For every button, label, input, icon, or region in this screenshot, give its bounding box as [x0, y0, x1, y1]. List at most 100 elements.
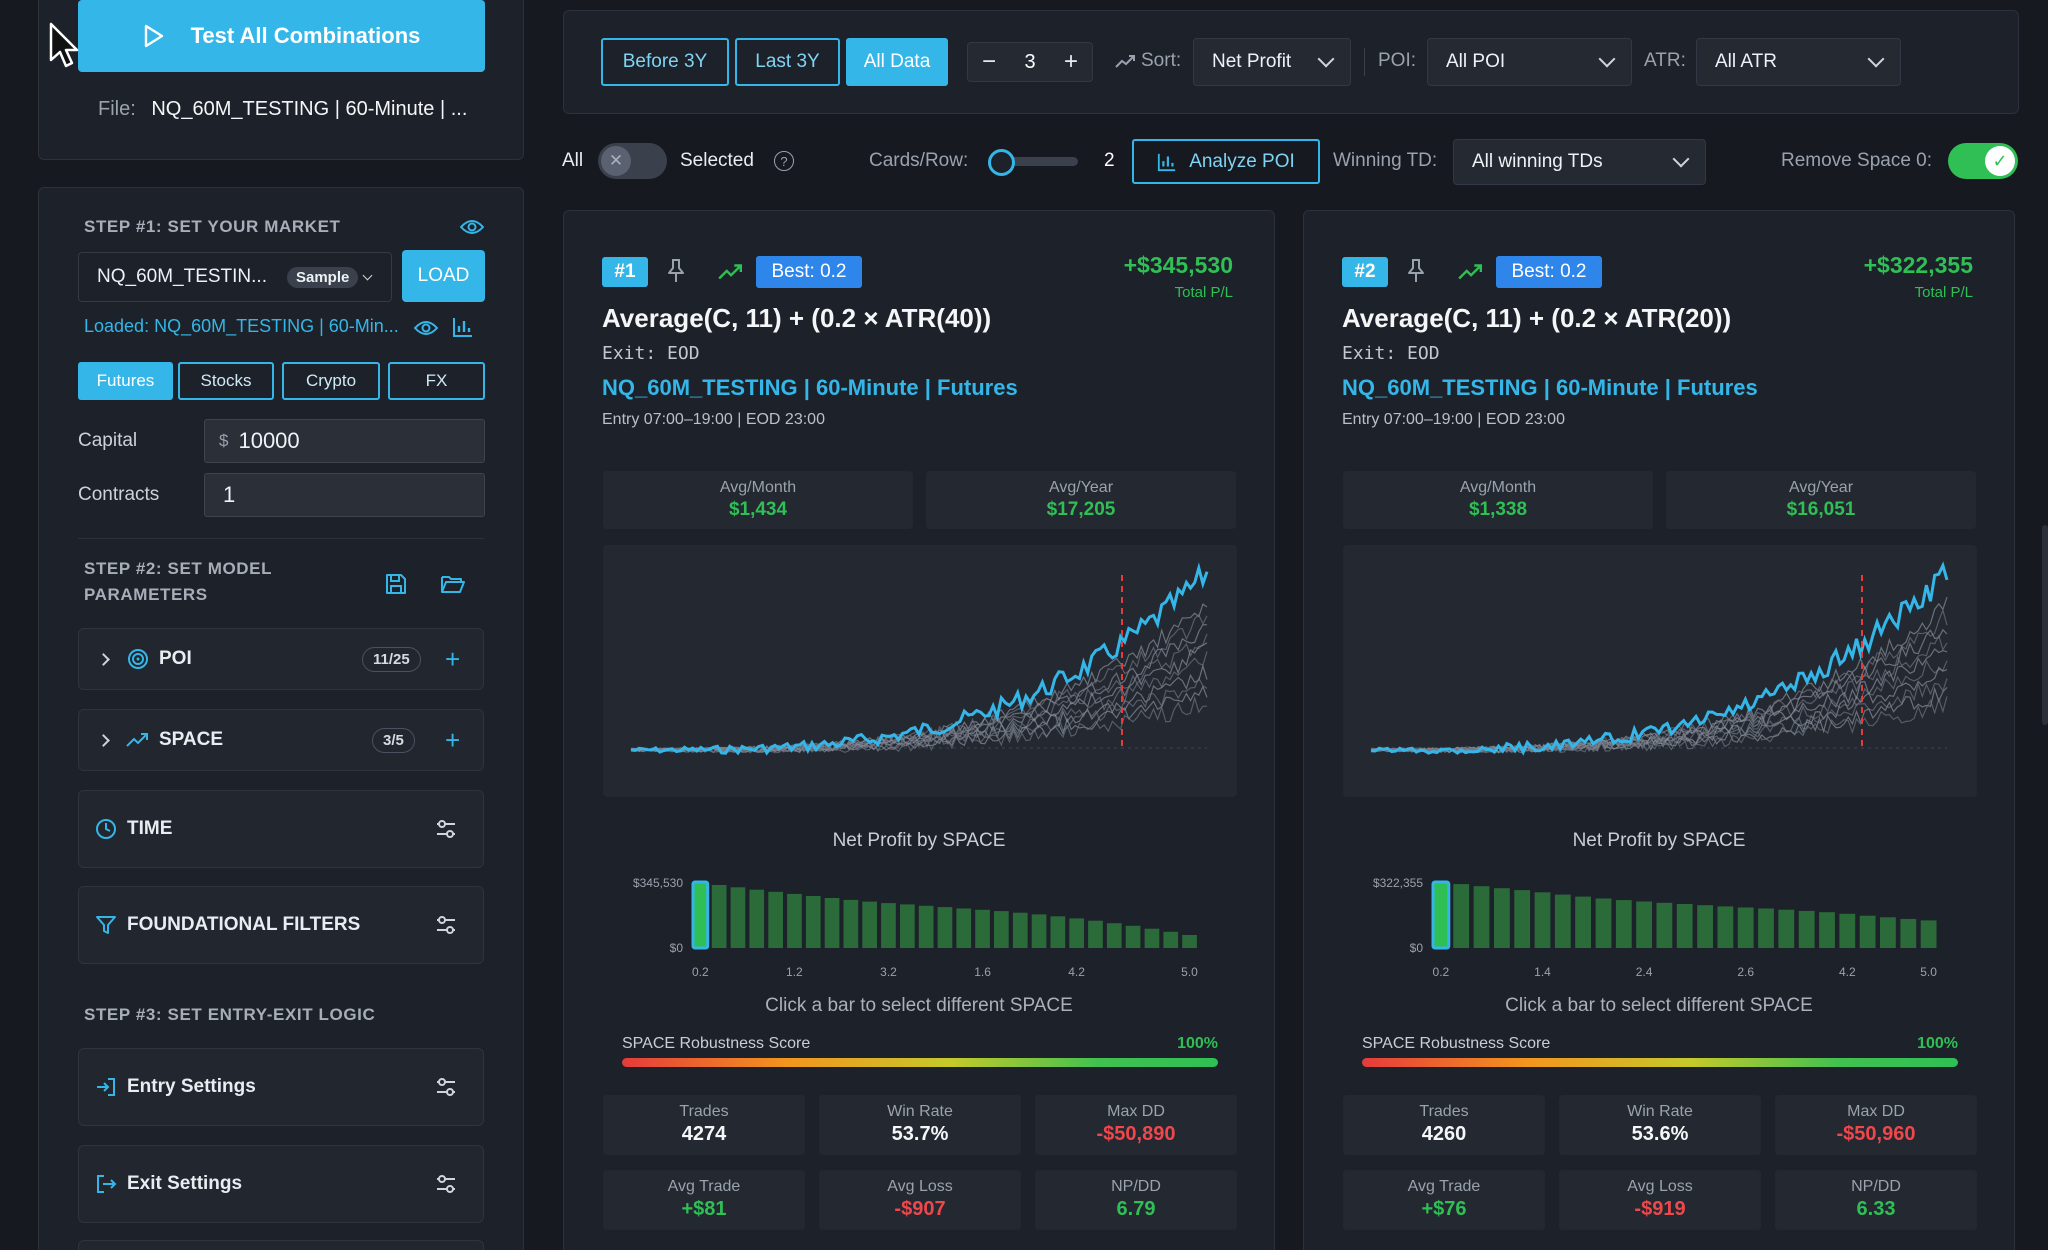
- asset-tab-crypto[interactable]: Crypto: [282, 362, 380, 400]
- space-bar[interactable]: [862, 901, 877, 948]
- sliders-icon[interactable]: [435, 915, 457, 935]
- space-bar[interactable]: [1615, 900, 1632, 948]
- space-bar[interactable]: [768, 891, 783, 948]
- slider-thumb[interactable]: [988, 149, 1015, 176]
- space-bar[interactable]: [691, 880, 710, 950]
- space-bar[interactable]: [1069, 918, 1084, 948]
- contracts-field[interactable]: 1: [204, 473, 485, 517]
- scrollbar-thumb[interactable]: [2042, 525, 2048, 725]
- space-bar[interactable]: [937, 907, 953, 948]
- atr-select[interactable]: All ATR: [1696, 38, 1901, 86]
- space-bar[interactable]: [1144, 928, 1160, 948]
- save-icon[interactable]: [384, 572, 408, 596]
- space-bar[interactable]: [1050, 916, 1066, 948]
- space-bar[interactable]: [1163, 931, 1179, 948]
- load-button[interactable]: LOAD: [402, 250, 485, 302]
- market-link[interactable]: NQ_60M_TESTING | 60-Minute | Futures: [602, 375, 1018, 400]
- plus-icon[interactable]: +: [445, 643, 461, 674]
- exit-settings-section[interactable]: Exit Settings: [78, 1145, 484, 1223]
- space-bar[interactable]: [843, 899, 859, 948]
- space-bar[interactable]: [1125, 925, 1141, 948]
- test-all-button[interactable]: Test All Combinations: [78, 0, 485, 72]
- space-bar[interactable]: [1534, 892, 1551, 948]
- space-bar[interactable]: [1431, 880, 1451, 950]
- pin-icon[interactable]: [665, 258, 687, 284]
- plus-icon[interactable]: +: [445, 724, 461, 755]
- space-bar[interactable]: [900, 904, 915, 948]
- sliders-icon[interactable]: [435, 1174, 457, 1194]
- space-bar[interactable]: [1012, 912, 1028, 948]
- plus-button[interactable]: +: [1063, 48, 1078, 75]
- space-bar[interactable]: [1839, 913, 1856, 948]
- help-icon[interactable]: ?: [774, 151, 794, 171]
- space-bar[interactable]: [1798, 910, 1815, 948]
- space-bar[interactable]: [1554, 894, 1571, 948]
- step1-title: STEP #1: SET YOUR MARKET: [84, 217, 341, 236]
- bar-hint: Click a bar to select different SPACE: [765, 995, 1073, 1016]
- space-bar[interactable]: [1819, 912, 1835, 948]
- view-eye-icon[interactable]: [413, 318, 439, 338]
- asset-tab-fx[interactable]: FX: [388, 362, 485, 400]
- space-bar[interactable]: [1676, 904, 1693, 948]
- space-bar[interactable]: [1453, 884, 1470, 948]
- space-bar[interactable]: [1494, 888, 1510, 948]
- space-bar[interactable]: [1859, 915, 1876, 948]
- remove-space-toggle[interactable]: ✓: [1948, 143, 2018, 179]
- space-bar[interactable]: [824, 898, 840, 948]
- space-bar[interactable]: [1880, 917, 1896, 948]
- space-bar[interactable]: [1758, 908, 1774, 949]
- space-bar[interactable]: [1088, 920, 1103, 948]
- space-bar[interactable]: [1717, 906, 1734, 948]
- space-bar[interactable]: [749, 889, 765, 948]
- cards-row-slider[interactable]: [988, 149, 1088, 176]
- sliders-icon[interactable]: [435, 1077, 457, 1097]
- space-bar[interactable]: [1697, 905, 1713, 948]
- capital-field[interactable]: $ 10000: [204, 419, 485, 463]
- space-bar[interactable]: [1920, 920, 1937, 948]
- space-bar[interactable]: [1106, 923, 1122, 948]
- analyze-poi-button[interactable]: Analyze POI: [1132, 139, 1320, 184]
- pin-icon[interactable]: [1405, 258, 1427, 284]
- space-bar[interactable]: [1900, 918, 1917, 948]
- space-bar[interactable]: [730, 887, 746, 948]
- asset-tab-futures[interactable]: Futures: [78, 362, 173, 400]
- time-section[interactable]: TIME: [78, 790, 484, 868]
- poi-section[interactable]: POI 11/25 +: [78, 628, 484, 690]
- space-bar[interactable]: [1778, 909, 1795, 948]
- space-bar[interactable]: [881, 903, 896, 948]
- space-bar[interactable]: [805, 896, 821, 948]
- space-bar[interactable]: [975, 909, 990, 948]
- folder-open-icon[interactable]: [440, 572, 466, 596]
- space-bar[interactable]: [711, 885, 727, 948]
- space-bar[interactable]: [1656, 902, 1673, 948]
- space-bar[interactable]: [994, 911, 1009, 948]
- eye-icon[interactable]: [460, 217, 484, 237]
- asset-tab-stocks[interactable]: Stocks: [178, 362, 274, 400]
- space-bar[interactable]: [1737, 907, 1754, 949]
- poi-select[interactable]: All POI: [1427, 38, 1632, 86]
- space-bar[interactable]: [787, 893, 802, 948]
- last-3y-button[interactable]: Last 3Y: [735, 38, 840, 86]
- space-bar[interactable]: [1636, 901, 1652, 949]
- bar-chart-icon[interactable]: [452, 316, 474, 338]
- space-bar[interactable]: [1595, 898, 1612, 949]
- space-bar[interactable]: [1514, 890, 1531, 948]
- all-selected-toggle[interactable]: ✕: [598, 143, 667, 179]
- space-bar[interactable]: [1031, 914, 1047, 948]
- sort-select[interactable]: Net Profit: [1193, 38, 1351, 86]
- space-bar[interactable]: [956, 908, 972, 949]
- market-select[interactable]: NQ_60M_TESTIN... Sample: [78, 252, 392, 302]
- before-3y-button[interactable]: Before 3Y: [601, 38, 729, 86]
- winning-select[interactable]: All winning TDs: [1453, 139, 1706, 185]
- space-bar[interactable]: [1575, 896, 1591, 948]
- space-bar[interactable]: [1473, 886, 1490, 948]
- space-section[interactable]: SPACE 3/5 +: [78, 709, 484, 771]
- sliders-icon[interactable]: [435, 819, 457, 839]
- space-bar[interactable]: [918, 905, 934, 948]
- minus-button[interactable]: −: [982, 48, 997, 75]
- entry-settings-section[interactable]: Entry Settings: [78, 1048, 484, 1126]
- filters-section[interactable]: FOUNDATIONAL FILTERS: [78, 886, 484, 964]
- market-link[interactable]: NQ_60M_TESTING | 60-Minute | Futures: [1342, 375, 1758, 400]
- space-bar[interactable]: [1182, 935, 1197, 948]
- all-data-button[interactable]: All Data: [846, 38, 948, 86]
